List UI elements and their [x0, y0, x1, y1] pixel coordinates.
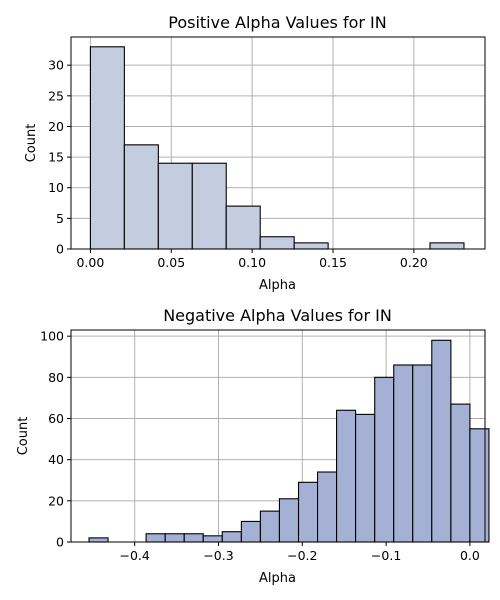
positive-alpha-panel: Positive Alpha Values for IN 0.00 0.05 0.1… — [24, 13, 486, 293]
x-axis-label: Alpha — [259, 571, 296, 586]
x-tick-label: 0.10 — [238, 255, 266, 270]
chart-title: Positive Alpha Values for IN — [168, 13, 386, 32]
histogram-bar — [412, 364, 433, 543]
histogram-bar — [450, 403, 471, 543]
histogram-bar — [88, 537, 109, 543]
chart-title: Negative Alpha Values for IN — [163, 306, 392, 325]
histogram-bar — [431, 339, 452, 543]
x-axis-ticks: −0.4 −0.3 −0.2 −0.1 0.0 — [120, 542, 480, 563]
y-tick-label: 40 — [48, 452, 64, 467]
histogram-bar — [89, 46, 125, 250]
y-tick-label: 10 — [48, 180, 64, 195]
y-tick-label: 100 — [40, 329, 64, 344]
x-tick-label: −0.4 — [120, 548, 150, 563]
y-tick-label: 5 — [56, 211, 64, 226]
histogram-bar — [278, 498, 300, 543]
histogram-bar — [293, 242, 329, 250]
histogram-bar — [123, 144, 159, 250]
histogram-bar — [157, 162, 193, 250]
histogram-bar — [469, 428, 490, 543]
histogram-bar — [240, 520, 261, 543]
y-tick-label: 15 — [48, 150, 64, 165]
x-tick-label: 0.15 — [319, 255, 347, 270]
x-axis-label: Alpha — [259, 278, 296, 293]
histogram-bar — [191, 162, 227, 250]
x-tick-label: −0.1 — [371, 548, 401, 563]
histogram-bar — [164, 533, 185, 543]
histogram-bar — [183, 533, 204, 543]
x-tick-label: 0.0 — [460, 548, 480, 563]
y-tick-label: 20 — [48, 119, 64, 134]
x-tick-label: −0.2 — [287, 548, 317, 563]
plot-frame — [70, 329, 486, 543]
histogram-bar — [429, 242, 465, 250]
histogram-bar — [297, 481, 319, 543]
x-axis-ticks: 0.00 0.05 0.10 0.15 0.20 — [76, 249, 428, 270]
plot-frame — [70, 36, 486, 250]
y-tick-label: 30 — [48, 58, 64, 73]
y-tick-label: 0 — [56, 535, 64, 550]
histogram-bar — [225, 205, 261, 250]
x-tick-label: −0.3 — [203, 548, 233, 563]
y-tick-label: 60 — [48, 411, 64, 426]
histogram-bar — [317, 471, 338, 543]
y-tick-label: 0 — [56, 242, 64, 257]
negative-alpha-panel: Negative Alpha Values for IN −0.4 −0.3 −0.… — [16, 306, 490, 586]
histogram-bar — [259, 236, 295, 250]
x-tick-label: 0.05 — [157, 255, 185, 270]
histogram-bar — [355, 413, 376, 543]
y-axis-label: Count — [16, 417, 31, 456]
histogram-bar — [145, 533, 166, 543]
y-axis-label: Count — [24, 124, 39, 163]
histogram-bar — [221, 531, 242, 543]
x-tick-label: 0.20 — [400, 255, 428, 270]
histogram-bar — [374, 376, 395, 543]
bars — [89, 46, 465, 250]
y-tick-label: 20 — [48, 493, 64, 508]
y-axis-ticks: 0 5 10 15 20 25 30 — [48, 58, 71, 257]
histogram-bar — [202, 535, 223, 543]
y-tick-label: 80 — [48, 370, 64, 385]
y-axis-ticks: 0 20 40 60 80 100 — [40, 329, 71, 550]
histogram-bar — [336, 409, 357, 543]
y-tick-label: 25 — [48, 88, 64, 103]
x-tick-label: 0.00 — [76, 255, 104, 270]
histogram-bar — [259, 510, 280, 543]
histogram-bar — [393, 364, 414, 543]
